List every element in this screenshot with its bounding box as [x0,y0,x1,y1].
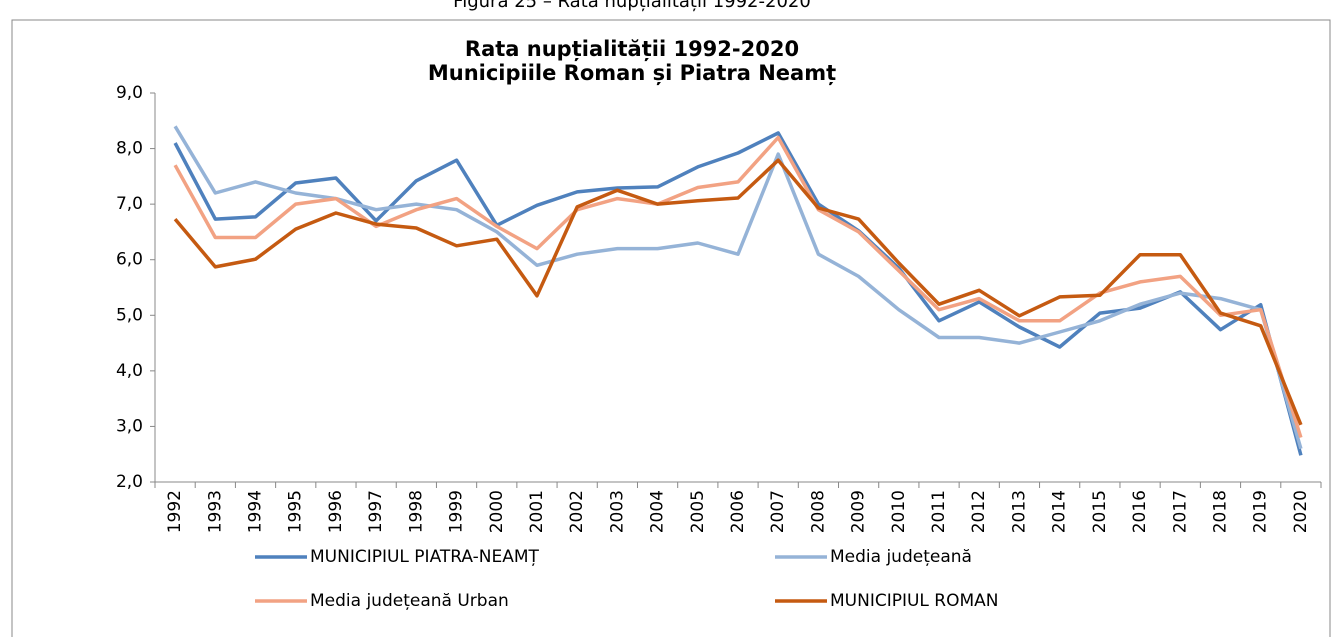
x-tick-label: 1994 [246,490,266,533]
x-tick-label: 1999 [447,490,467,533]
x-tick-label: 2011 [929,490,949,533]
legend-label: Media județeană Urban [310,591,509,611]
x-tick-label: 1996 [326,490,346,533]
x-tick-label: 2004 [648,490,668,533]
x-tick-label: 2016 [1130,490,1150,533]
x-tick-label: 2015 [1090,490,1110,533]
x-tick-label: 2002 [567,490,587,533]
y-tick-label: 7,0 [116,194,143,214]
x-tick-label: 2018 [1210,490,1230,533]
series-line [173,158,1303,426]
legend-label: Media județeană [830,547,972,567]
x-tick-label: 2005 [688,490,708,533]
x-tick-label: 2003 [607,490,627,533]
x-tick-label: 2001 [527,490,547,533]
x-tick-label: 2006 [728,490,748,533]
x-tick-label: 1992 [165,490,185,533]
chart-title: Rata nupțialității 1992-2020 [465,37,799,62]
x-tick-label: 1993 [205,490,225,533]
x-tick-label: 2009 [849,490,869,533]
series-line [173,125,1303,450]
y-tick-label: 5,0 [116,305,143,325]
x-tick-label: 2010 [889,490,909,533]
x-tick-label: 2012 [969,490,989,533]
x-tick-label: 2017 [1170,490,1190,533]
y-tick-label: 8,0 [116,139,143,159]
x-tick-label: 2013 [1009,490,1029,533]
legend-label: MUNICIPIUL PIATRA-NEAMȚ [310,547,540,567]
chart-subtitle: Municipiile Roman și Piatra Neamț [428,61,836,86]
y-tick-label: 9,0 [116,83,143,103]
x-tick-label: 1998 [406,490,426,533]
legend-label: MUNICIPIUL ROMAN [830,591,999,611]
y-tick-label: 3,0 [116,416,143,436]
x-tick-label: 2020 [1291,490,1311,533]
figure-caption: Figura 25 – Rata nupțialității 1992-2020 [453,0,811,12]
series-line [173,135,1303,439]
x-tick-label: 2008 [808,490,828,533]
x-tick-label: 2007 [768,490,788,533]
chart-frame [11,19,1331,637]
x-tick-label: 2000 [487,490,507,533]
y-tick-label: 6,0 [116,250,143,270]
x-tick-label: 2014 [1050,490,1070,533]
y-tick-label: 4,0 [116,361,143,381]
x-tick-label: 1997 [366,490,386,533]
x-tick-label: 2019 [1251,490,1271,533]
y-tick-label: 2,0 [116,472,143,492]
x-tick-label: 1995 [286,490,306,533]
